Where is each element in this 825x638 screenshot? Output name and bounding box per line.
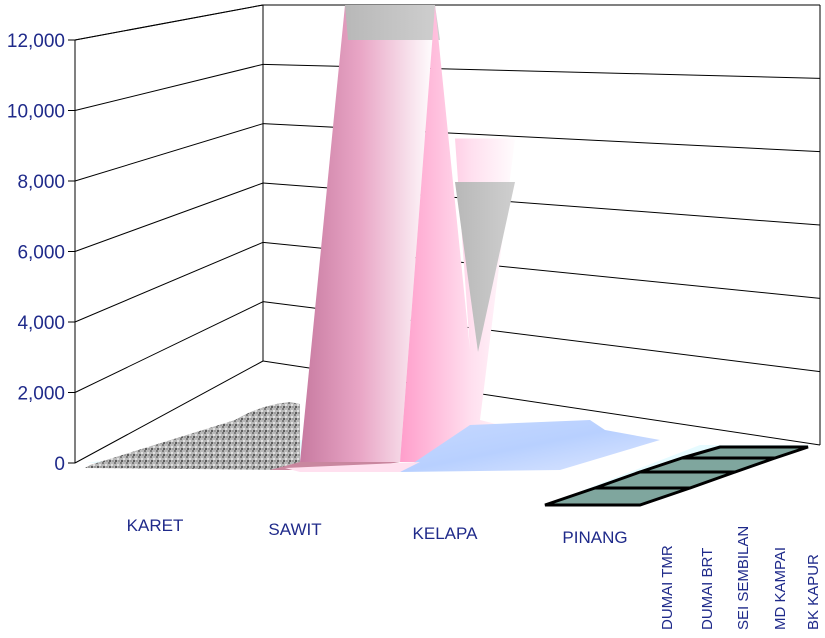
floor-tile-4: [681, 445, 809, 460]
category-label: KELAPA: [413, 524, 479, 543]
series-label: BK KAPUR: [805, 554, 822, 630]
series-label: DUMAI TMR: [659, 545, 676, 630]
y-axis: 0 2,000 4,000 6,000 8,000 10,000 12,000: [7, 31, 65, 475]
gridline-side: [74, 241, 264, 323]
gridline-side: [74, 123, 264, 182]
category-label: SAWIT: [268, 520, 321, 539]
category-label: KARET: [127, 516, 184, 535]
y-tick-label: 2,000: [17, 384, 65, 405]
series-label: SEI SEMBILAN: [735, 526, 752, 630]
gridline-side: [74, 182, 264, 252]
floor-tile-3: [639, 456, 776, 474]
karet-surface: [85, 402, 300, 470]
y-tick-label: 4,000: [17, 313, 65, 334]
x-axis: KARET SAWIT KELAPA PINANG: [127, 516, 628, 547]
kelapa-top-face: [455, 182, 515, 352]
floor-tile-1: [544, 486, 691, 507]
y-tick-label: 10,000: [7, 102, 65, 123]
category-label: PINANG: [562, 528, 627, 547]
series-label: MD KAMPAI: [772, 547, 789, 630]
y-tick-label: 0: [54, 454, 65, 475]
floor-edge-left: [74, 360, 264, 464]
data-surfaces: [85, 5, 660, 472]
sawit-top-face: [345, 5, 440, 40]
front-lip: [285, 462, 420, 472]
series-axis: DUMAI TMR DUMAI BRT SEI SEMBILAN MD KAMPAI B…: [659, 526, 822, 630]
gridline-side: [74, 301, 264, 393]
gridline-side: [74, 4, 264, 41]
kelapa-front-face: [400, 5, 520, 462]
sawit-front-face: [300, 5, 435, 462]
pinang-surface: [400, 420, 660, 472]
gridline-side: [74, 63, 264, 111]
y-tick-label: 8,000: [17, 172, 65, 193]
floor-tile-2: [594, 470, 736, 490]
series-label: DUMAI BRT: [699, 548, 716, 630]
y-tick-label: 12,000: [7, 31, 65, 52]
y-tick-label: 6,000: [17, 243, 65, 264]
